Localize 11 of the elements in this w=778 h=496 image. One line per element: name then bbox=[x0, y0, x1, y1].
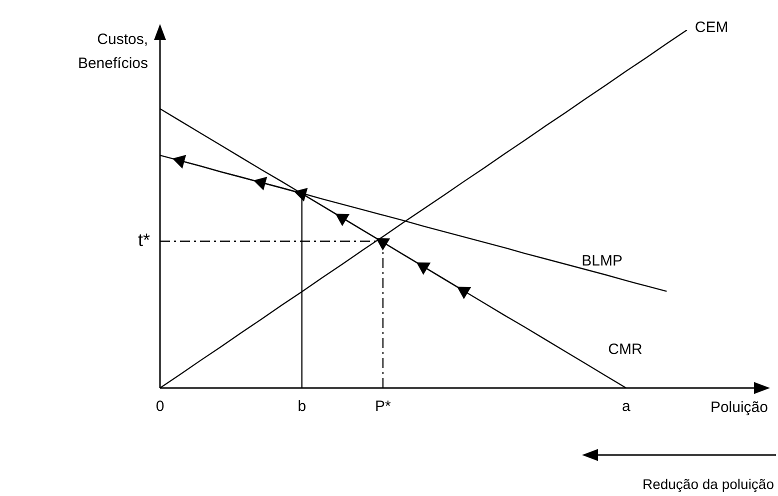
x-tick-label: P* bbox=[375, 398, 392, 416]
series-label: BLMP bbox=[582, 252, 623, 270]
x-axis-title: Poluição bbox=[710, 399, 768, 416]
x-tick-label: 0 bbox=[156, 398, 164, 416]
y-axis-title: Custos, Benefícios bbox=[78, 31, 148, 72]
x-tick-label: b bbox=[298, 398, 306, 416]
series-label: CEM bbox=[694, 19, 728, 36]
series-label: CMR bbox=[608, 341, 642, 358]
text: Redução da poluição bbox=[642, 476, 774, 492]
annotation: t* bbox=[138, 230, 150, 250]
x-tick-label: a bbox=[622, 398, 631, 416]
